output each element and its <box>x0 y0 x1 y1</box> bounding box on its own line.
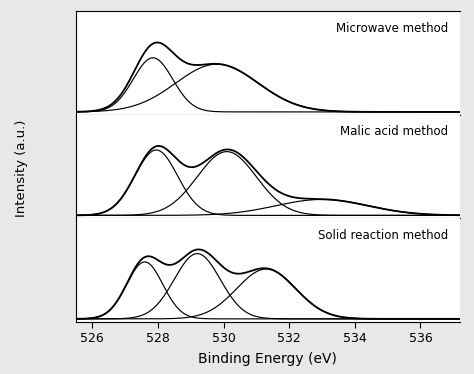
Text: Malic acid method: Malic acid method <box>340 125 448 138</box>
X-axis label: Binding Energy (eV): Binding Energy (eV) <box>199 352 337 366</box>
Text: Microwave method: Microwave method <box>336 22 448 34</box>
Text: Solid reaction method: Solid reaction method <box>318 229 448 242</box>
Text: Intensity (a.u.): Intensity (a.u.) <box>15 120 28 217</box>
